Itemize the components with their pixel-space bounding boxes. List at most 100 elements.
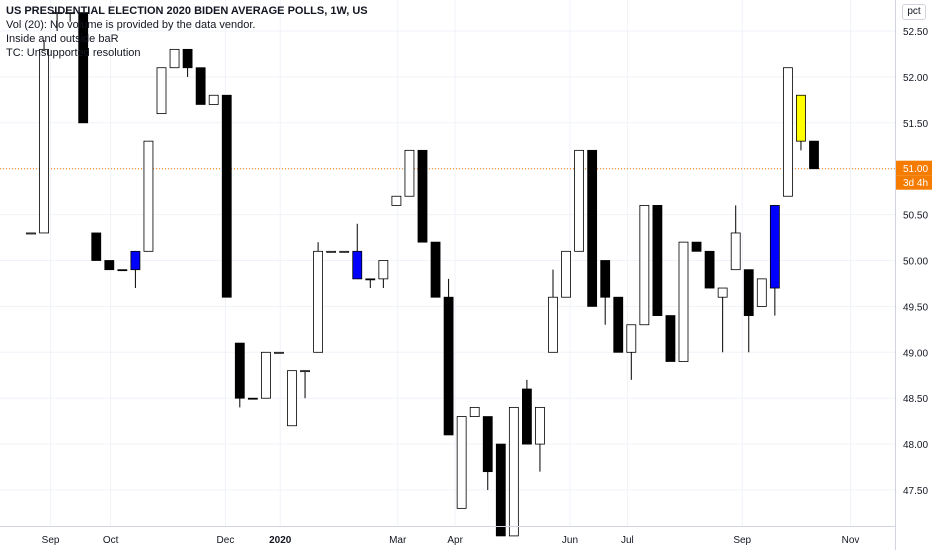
- candle-body: [639, 205, 650, 326]
- candle[interactable]: [156, 67, 167, 115]
- candle[interactable]: [482, 416, 493, 490]
- candle-body: [535, 406, 545, 445]
- candle-body: [561, 250, 571, 298]
- candle[interactable]: [652, 205, 663, 316]
- candle[interactable]: [326, 250, 337, 253]
- y-tick-label: 48.00: [903, 440, 928, 451]
- candle[interactable]: [260, 351, 271, 399]
- candle[interactable]: [469, 406, 480, 417]
- tc-indicator-label[interactable]: TC: Unsupported resolution: [6, 47, 141, 59]
- candle[interactable]: [535, 406, 545, 472]
- candle-body: [208, 94, 219, 105]
- candle-body: [156, 67, 167, 115]
- candle[interactable]: [339, 250, 350, 253]
- candle[interactable]: [626, 324, 637, 380]
- candle[interactable]: [52, 12, 62, 31]
- candle[interactable]: [313, 242, 324, 353]
- candle[interactable]: [208, 94, 219, 105]
- candle[interactable]: [600, 260, 611, 325]
- candle-body: [587, 149, 598, 307]
- candle[interactable]: [430, 241, 441, 298]
- candle[interactable]: [234, 342, 245, 408]
- candle[interactable]: [247, 397, 258, 400]
- candle[interactable]: [221, 94, 232, 298]
- candle[interactable]: [548, 269, 558, 353]
- candle[interactable]: [796, 94, 806, 151]
- candle[interactable]: [391, 195, 402, 206]
- candle-body: [443, 296, 454, 436]
- y-tick-label: 50.50: [903, 211, 928, 222]
- candle[interactable]: [704, 250, 715, 289]
- candle[interactable]: [574, 149, 584, 252]
- candle[interactable]: [561, 250, 571, 298]
- candle-body: [287, 370, 297, 427]
- inside-outside-indicator-label[interactable]: Inside and outside baR: [6, 33, 119, 45]
- candle-body: [456, 416, 467, 509]
- candle-body: [326, 250, 337, 253]
- candle[interactable]: [287, 370, 297, 427]
- candle[interactable]: [378, 260, 389, 289]
- candle[interactable]: [274, 351, 284, 354]
- x-tick-label: Apr: [447, 535, 463, 546]
- candle[interactable]: [365, 278, 376, 289]
- candle[interactable]: [195, 67, 206, 105]
- candle[interactable]: [783, 67, 793, 197]
- candle[interactable]: [678, 241, 689, 362]
- candle-body: [365, 278, 376, 281]
- x-tick-label: Jul: [621, 535, 634, 546]
- candle[interactable]: [26, 232, 36, 235]
- chart-title: US PRESIDENTIAL ELECTION 2020 BIDEN AVER…: [6, 5, 368, 17]
- candle-body: [469, 406, 480, 417]
- candle[interactable]: [143, 140, 154, 252]
- candle[interactable]: [717, 287, 728, 353]
- candle-body: [495, 443, 506, 537]
- candle[interactable]: [91, 232, 102, 261]
- candle-body: [313, 250, 324, 353]
- candle-body: [130, 250, 141, 271]
- candle[interactable]: [809, 140, 819, 170]
- candle[interactable]: [104, 260, 115, 271]
- candle[interactable]: [743, 269, 754, 353]
- last-price-label: 51.00 3d 4h: [896, 160, 932, 190]
- candle-body: [78, 12, 89, 124]
- candle[interactable]: [117, 269, 128, 272]
- x-tick-label: Sep: [733, 535, 751, 546]
- candle[interactable]: [352, 223, 363, 280]
- candle[interactable]: [65, 12, 76, 22]
- last-price-value: 51.00: [903, 164, 928, 175]
- candle[interactable]: [769, 205, 780, 316]
- candle-body: [783, 67, 793, 197]
- candle[interactable]: [756, 278, 767, 307]
- candle-body: [548, 296, 558, 353]
- candle-body: [743, 269, 754, 316]
- candle[interactable]: [691, 241, 702, 252]
- candle[interactable]: [169, 48, 180, 69]
- candle[interactable]: [613, 296, 624, 353]
- scale-unit-button[interactable]: pct: [902, 4, 926, 20]
- candle[interactable]: [587, 149, 598, 307]
- candle[interactable]: [639, 205, 650, 326]
- candle[interactable]: [456, 416, 467, 509]
- candle[interactable]: [665, 315, 676, 362]
- candle-body: [665, 315, 676, 362]
- y-tick-label: 47.50: [903, 486, 928, 497]
- candle-body: [143, 140, 154, 252]
- candle[interactable]: [508, 406, 519, 537]
- candle[interactable]: [522, 379, 532, 445]
- candle-body: [404, 149, 415, 197]
- volume-indicator-label[interactable]: Vol (20): No volume is provided by the d…: [6, 19, 256, 31]
- candle[interactable]: [730, 205, 741, 271]
- candle[interactable]: [130, 250, 141, 289]
- candle[interactable]: [443, 278, 454, 436]
- candle[interactable]: [39, 40, 49, 234]
- candle[interactable]: [495, 443, 506, 537]
- candle[interactable]: [417, 149, 428, 243]
- candle-body: [482, 416, 493, 473]
- candle[interactable]: [78, 12, 89, 124]
- candle-body: [195, 67, 206, 105]
- candle[interactable]: [404, 149, 415, 197]
- candle[interactable]: [182, 48, 193, 77]
- candle[interactable]: [300, 370, 310, 399]
